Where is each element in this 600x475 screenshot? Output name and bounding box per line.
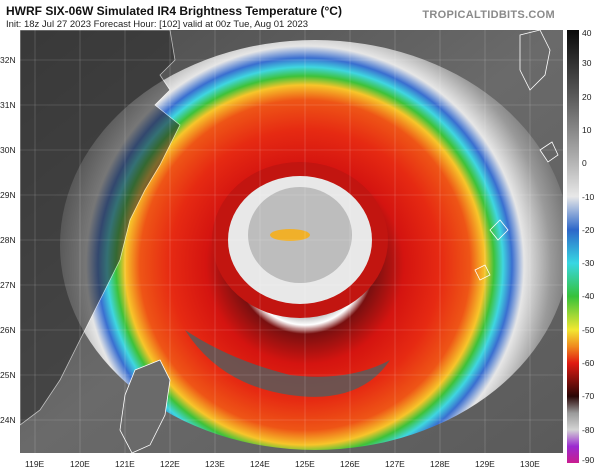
colorbar-tick-label: 40 bbox=[582, 28, 592, 38]
colorbar-tick-label: -50 bbox=[582, 324, 595, 335]
lon-label: 123E bbox=[205, 459, 225, 469]
colorbar-tick-label: -70 bbox=[582, 391, 595, 402]
lat-label: 24N bbox=[0, 415, 16, 425]
lon-label: 130E bbox=[520, 459, 540, 469]
small-island bbox=[474, 264, 491, 281]
taiwan bbox=[119, 359, 171, 453]
colorbar-tick-label: 30 bbox=[582, 58, 592, 69]
brand-watermark[interactable]: TROPICALTIDBITS.COM bbox=[422, 9, 555, 21]
lon-label: 128E bbox=[430, 459, 450, 469]
satellite-map[interactable] bbox=[20, 30, 563, 453]
lon-label: 124E bbox=[250, 459, 270, 469]
colorbar-tick-label: 0 bbox=[582, 158, 587, 169]
map-subtitle: Init: 18z Jul 27 2023 Forecast Hour: [10… bbox=[6, 19, 309, 30]
lat-label: 31N bbox=[0, 100, 16, 110]
lon-label: 122E bbox=[160, 459, 180, 469]
lon-label: 127E bbox=[385, 459, 405, 469]
colorbar-tick-label: -10 bbox=[582, 191, 595, 202]
colorbar-tick-label: 10 bbox=[582, 124, 592, 135]
lon-label: 120E bbox=[70, 459, 90, 469]
lat-label: 25N bbox=[0, 370, 16, 380]
lat-label: 28N bbox=[0, 235, 16, 245]
colorbar-tick-label: 20 bbox=[582, 91, 592, 102]
lat-label: 29N bbox=[0, 190, 16, 200]
mainland-china-coast bbox=[20, 30, 181, 426]
colorbar-tick-label: -80 bbox=[582, 424, 595, 435]
lon-label: 126E bbox=[340, 459, 360, 469]
lat-label: 26N bbox=[0, 325, 16, 335]
eye-warm-spot bbox=[270, 229, 310, 241]
small-island bbox=[489, 219, 509, 241]
small-island bbox=[539, 141, 559, 163]
lat-label: 30N bbox=[0, 145, 16, 155]
colorbar-tick-label: -90 bbox=[582, 455, 595, 465]
lon-label: 125E bbox=[295, 459, 315, 469]
colorbar-tick-label: -40 bbox=[582, 291, 595, 302]
colorbar-tick-label: -20 bbox=[582, 224, 595, 235]
lat-label: 27N bbox=[0, 280, 16, 290]
lon-label: 119E bbox=[25, 459, 45, 469]
ryukyu-islands bbox=[519, 30, 551, 91]
colorbar-tick-label: -60 bbox=[582, 358, 595, 369]
graticule bbox=[20, 30, 563, 453]
lon-label: 129E bbox=[475, 459, 495, 469]
colorbar-tick-label: -30 bbox=[582, 258, 595, 269]
map-svg bbox=[20, 30, 563, 453]
southern-band bbox=[185, 330, 390, 397]
lat-label: 32N bbox=[0, 55, 16, 65]
lon-label: 121E bbox=[115, 459, 135, 469]
colorbar bbox=[567, 30, 579, 463]
map-title: HWRF SIX-06W Simulated IR4 Brightness Te… bbox=[6, 4, 342, 18]
